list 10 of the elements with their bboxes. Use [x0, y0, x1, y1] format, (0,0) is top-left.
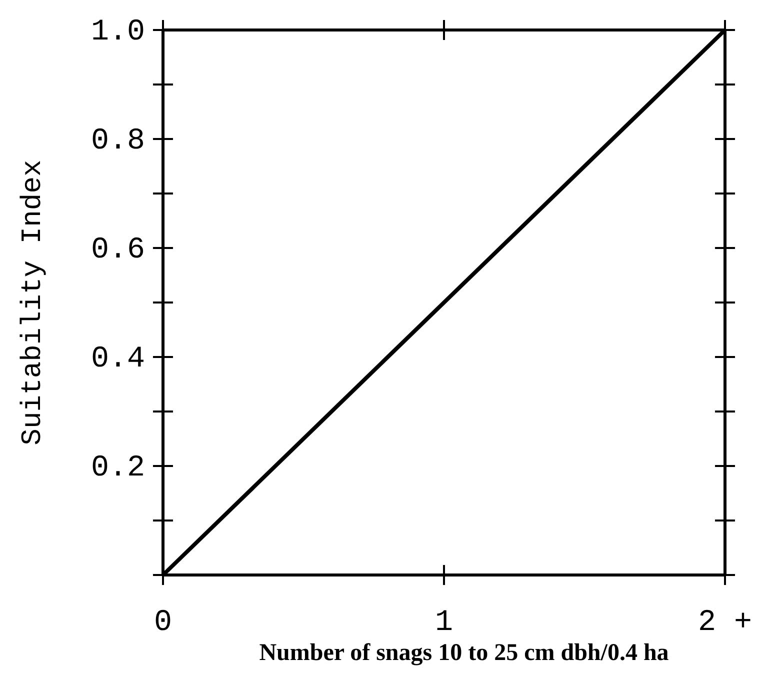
x-tick-label: 0 — [154, 606, 172, 640]
x-axis-title: Number of snags 10 to 25 cm dbh/0.4 ha — [259, 640, 669, 666]
y-tick-label: 0.4 — [90, 342, 145, 377]
y-axis-title: Suitability Index — [18, 160, 49, 446]
x-tick-label: 2 + — [698, 606, 752, 640]
y-tick-label: 0.6 — [90, 234, 145, 268]
x-tick-label: 1 — [434, 606, 454, 640]
y-tick-label: 0.2 — [90, 452, 145, 486]
y-tick-label: 1.0 — [90, 16, 145, 50]
y-tick-label: 0.8 — [90, 124, 145, 159]
